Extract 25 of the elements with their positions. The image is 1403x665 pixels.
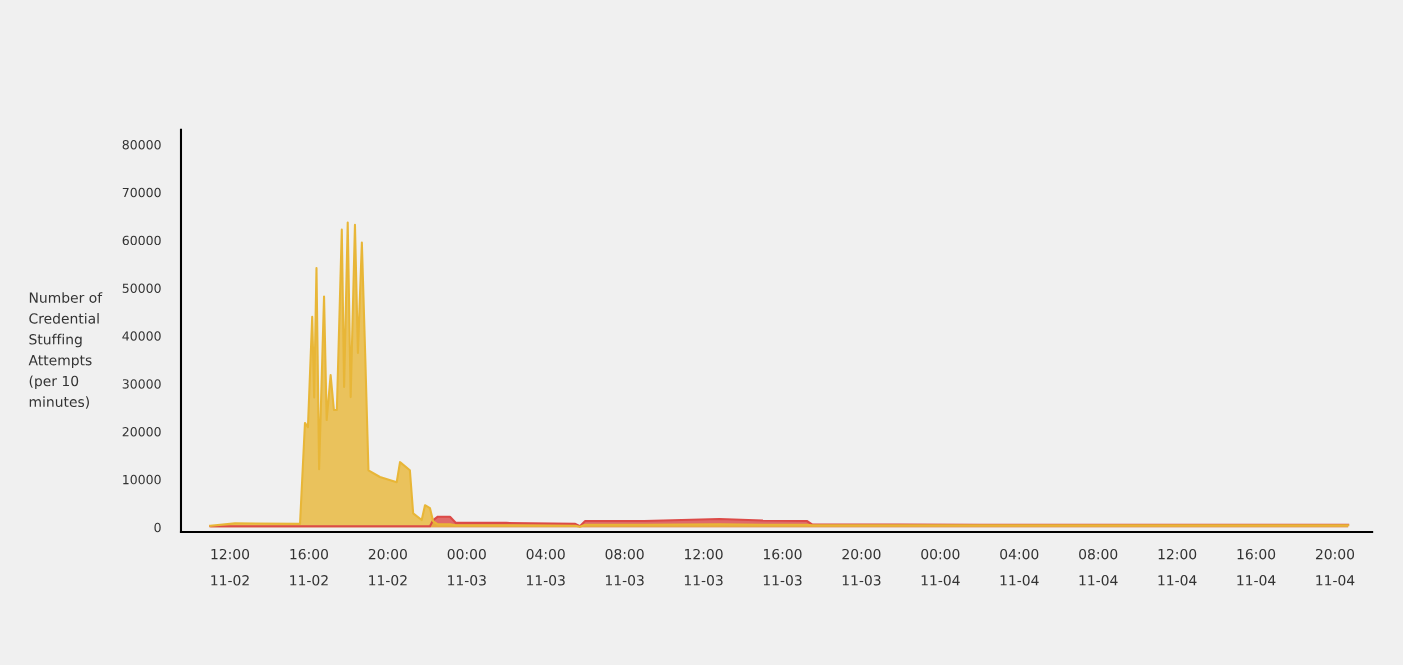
- x-tick-label: 16:00 11-03: [763, 548, 802, 586]
- x-tick-label: 12:00 11-04: [1158, 548, 1197, 586]
- x-tick-label: 04:00 11-04: [1000, 548, 1039, 586]
- x-tick-label: 12:00 11-03: [684, 548, 723, 586]
- y-tick-label: 70000: [122, 187, 161, 198]
- x-tick-label: 16:00 11-04: [1237, 548, 1276, 586]
- y-axis-title: Number of Credential Stuffing Attempts (per 10 minutes): [28, 292, 103, 409]
- x-tick-label: 04:00 11-03: [526, 548, 565, 586]
- x-tick-label: 20:00 11-04: [1315, 548, 1355, 586]
- x-tick-label: 08:00 11-04: [1079, 548, 1118, 586]
- x-tick-label: 00:00 11-03: [447, 548, 486, 586]
- y-tick-label: 0: [154, 522, 161, 533]
- x-tick-label: 00:00 11-04: [921, 548, 960, 586]
- y-tick-label: 40000: [122, 331, 161, 341]
- y-tick-label: 50000: [122, 283, 161, 293]
- x-tick-label: 12:00 11-02: [211, 548, 250, 586]
- x-tick-label: 16:00 11-02: [290, 548, 329, 586]
- x-tick-label: 20:00 11-03: [842, 548, 881, 586]
- x-tick-label: 08:00 11-03: [605, 548, 644, 586]
- y-tick-label: 20000: [122, 427, 161, 437]
- x-tick-label: 20:00 11-02: [368, 548, 407, 586]
- y-tick-label: 30000: [122, 379, 161, 389]
- y-tick-label: 10000: [123, 474, 161, 485]
- y-tick-label: 80000: [122, 139, 161, 150]
- y-tick-label: 60000: [122, 235, 161, 246]
